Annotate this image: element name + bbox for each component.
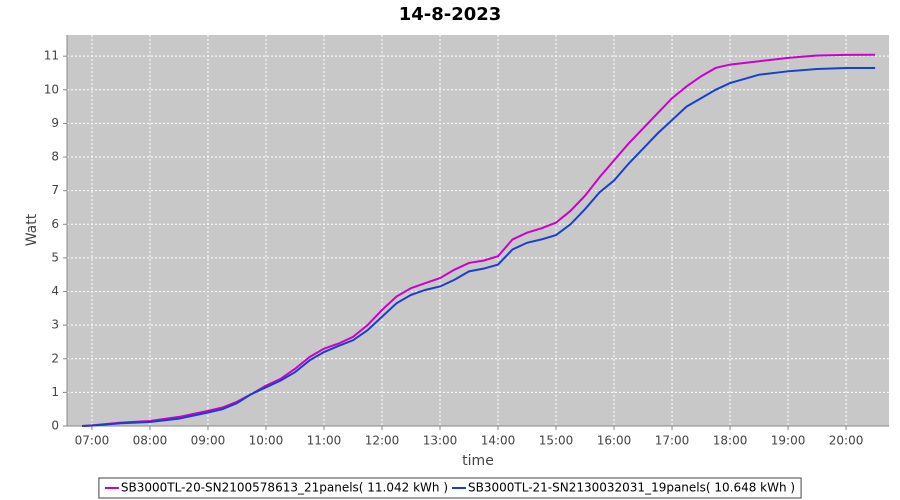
chart-title: 14-8-2023 bbox=[399, 4, 502, 25]
y-tick-label: 9 bbox=[51, 116, 59, 130]
x-tick-label: 08:00 bbox=[133, 434, 168, 448]
x-tick-label: 12:00 bbox=[365, 434, 400, 448]
y-tick-label: 1 bbox=[51, 385, 59, 399]
x-tick-label: 19:00 bbox=[771, 434, 806, 448]
x-tick-label: 10:00 bbox=[249, 434, 284, 448]
x-tick-label: 17:00 bbox=[655, 434, 690, 448]
plot-area bbox=[67, 35, 889, 426]
y-axis-label: Watt bbox=[24, 213, 40, 246]
x-tick-label: 09:00 bbox=[191, 434, 226, 448]
x-tick-label: 07:00 bbox=[75, 434, 110, 448]
y-tick-label: 7 bbox=[51, 183, 59, 197]
series-line bbox=[82, 66, 876, 427]
y-tick-label: 3 bbox=[51, 318, 59, 332]
legend-label: SB3000TL-20-SN2100578613_21panels( 11.04… bbox=[121, 481, 448, 495]
y-tick-label: 2 bbox=[51, 351, 59, 365]
y-tick-label: 8 bbox=[51, 150, 59, 164]
y-tick-label: 10 bbox=[44, 82, 59, 96]
y-tick-label: 0 bbox=[51, 419, 59, 433]
y-tick-label: 4 bbox=[51, 284, 59, 298]
y-tick-label: 5 bbox=[51, 250, 59, 264]
legend: SB3000TL-20-SN2100578613_21panels( 11.04… bbox=[98, 477, 802, 499]
x-tick-label: 18:00 bbox=[713, 434, 748, 448]
x-tick-label: 15:00 bbox=[539, 434, 574, 448]
x-tick-label: 14:00 bbox=[481, 434, 516, 448]
y-tick-label: 11 bbox=[44, 49, 59, 63]
x-tick-label: 16:00 bbox=[597, 434, 632, 448]
x-axis-label: time bbox=[462, 453, 494, 469]
x-tick-label: 20:00 bbox=[829, 434, 864, 448]
x-tick-label: 13:00 bbox=[423, 434, 458, 448]
legend-box bbox=[98, 477, 802, 499]
legend-label: SB3000TL-21-SN2130032031_19panels( 10.64… bbox=[468, 481, 795, 495]
y-tick-label: 6 bbox=[51, 217, 59, 231]
x-tick-label: 11:00 bbox=[307, 434, 342, 448]
